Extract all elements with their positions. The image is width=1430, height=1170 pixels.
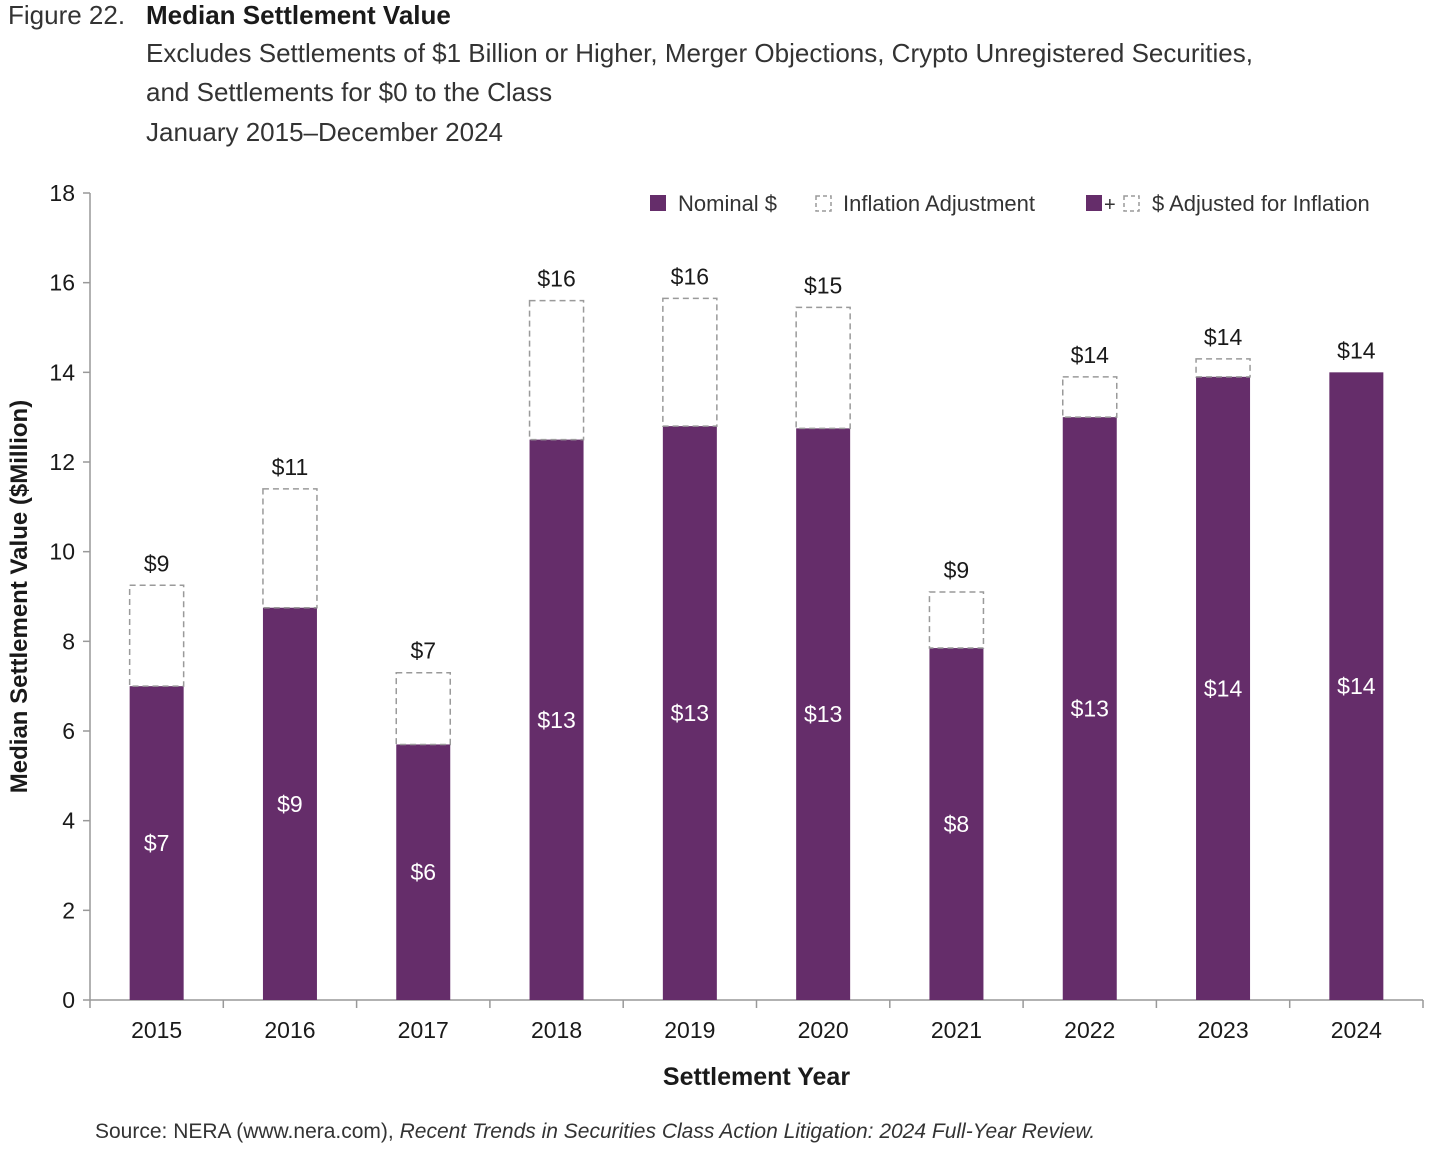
- x-category-label: 2021: [931, 1017, 982, 1043]
- source-prefix: Source: NERA (www.nera.com),: [95, 1120, 400, 1143]
- legend-swatch-inflation: [815, 195, 832, 212]
- nominal-value-label: $14: [1204, 675, 1243, 701]
- nominal-bar-2016: [262, 607, 317, 1000]
- nominal-bar-2021: [929, 648, 984, 1000]
- adjusted-value-label: $15: [804, 272, 842, 298]
- inflation-adjustment-bar-2020: [795, 306, 851, 430]
- legend-label-inflation: Inflation Adjustment: [843, 191, 1035, 216]
- figure-title: Median Settlement Value: [146, 0, 451, 30]
- figure-subtitle-line-3: January 2015–December 2024: [146, 117, 504, 147]
- inflation-adjustment-bar-2021: [928, 591, 985, 649]
- legend-label-adjusted: $ Adjusted for Inflation: [1152, 191, 1370, 216]
- y-axis-title: Median Settlement Value ($Million): [6, 400, 33, 793]
- y-tick-label: 16: [49, 270, 75, 296]
- figure-label: Figure 22.: [8, 0, 126, 30]
- nominal-bar-2015: [129, 686, 184, 1000]
- inflation-adjustment-bar-2016: [262, 488, 318, 609]
- y-tick-label: 4: [62, 808, 75, 834]
- inflation-adjustment-bar-2022: [1062, 376, 1118, 418]
- nominal-value-label: $13: [671, 700, 709, 726]
- source-note: Source: NERA (www.nera.com), Recent Tren…: [95, 1120, 1095, 1144]
- nominal-value-label: $13: [804, 701, 842, 727]
- adjusted-value-label: $14: [1071, 342, 1110, 368]
- source-publication: Recent Trends in Securities Class Action…: [399, 1120, 1096, 1143]
- nominal-bar-2019: [662, 426, 717, 1001]
- x-category-label: 2024: [1331, 1017, 1382, 1043]
- nominal-value-label: $9: [277, 791, 303, 817]
- y-tick-label: 8: [62, 628, 75, 654]
- x-category-label: 2023: [1197, 1017, 1248, 1043]
- y-tick-label: 10: [49, 539, 75, 565]
- x-category-label: 2019: [664, 1017, 715, 1043]
- nominal-value-label: $13: [1071, 696, 1109, 722]
- adjusted-value-label: $9: [944, 557, 970, 583]
- median-settlement-chart: 0 2 4 6 8 10 12 14 16 18 $7 $9 2015 $9 $11 2016 $6 $7 2017…: [6, 180, 1424, 1091]
- y-tick-label: 18: [49, 180, 75, 206]
- y-tick-label: 6: [62, 718, 75, 744]
- inflation-adjustment-bar-2015: [128, 584, 185, 687]
- nominal-bar-2018: [529, 439, 584, 1000]
- inflation-adjustment-bar-2023: [1195, 358, 1251, 378]
- nominal-value-label: $6: [410, 859, 436, 885]
- x-category-label: 2020: [798, 1017, 849, 1043]
- nominal-value-label: $8: [944, 811, 970, 837]
- nominal-value-label: $14: [1337, 673, 1376, 699]
- inflation-adjustment-bar-2019: [662, 297, 718, 427]
- legend-swatch-nominal: [650, 195, 666, 211]
- legend-label-nominal: Nominal $: [678, 191, 777, 216]
- y-tick-label: 2: [62, 897, 75, 923]
- x-category-label: 2018: [531, 1017, 582, 1043]
- nominal-bar-2020: [796, 428, 851, 1000]
- figure-subtitle-line-2: and Settlements for $0 to the Class: [146, 77, 553, 107]
- x-category-label: 2015: [131, 1017, 182, 1043]
- y-tick-label: 0: [62, 987, 75, 1013]
- figure-subtitle-line-1: Excludes Settlements of $1 Billion or Hi…: [146, 38, 1253, 68]
- adjusted-value-label: $7: [410, 638, 436, 664]
- x-category-label: 2022: [1064, 1017, 1115, 1043]
- legend-swatch-adjusted-inflation: [1123, 195, 1140, 212]
- legend-plus-symbol: +: [1104, 194, 1116, 216]
- adjusted-value-label: $14: [1204, 324, 1243, 350]
- nominal-bar-2022: [1062, 417, 1117, 1001]
- x-category-label: 2017: [398, 1017, 449, 1043]
- adjusted-value-label: $16: [671, 263, 709, 289]
- inflation-adjustment-bar-2017: [395, 671, 451, 746]
- adjusted-value-label: $16: [537, 266, 575, 292]
- nominal-value-label: $7: [144, 830, 170, 856]
- inflation-adjustment-bar-2018: [528, 299, 585, 441]
- nominal-bar-2023: [1196, 376, 1251, 1000]
- nominal-value-label: $13: [537, 707, 575, 733]
- y-tick-label: 14: [49, 359, 75, 385]
- x-category-label: 2016: [264, 1017, 315, 1043]
- adjusted-value-label: $14: [1337, 337, 1376, 363]
- y-tick-label: 12: [49, 449, 75, 475]
- legend-swatch-adjusted-nominal: [1086, 195, 1102, 211]
- adjusted-value-label: $11: [272, 454, 309, 480]
- nominal-bar-2017: [396, 744, 451, 1000]
- adjusted-value-label: $9: [144, 550, 170, 576]
- x-axis-title: Settlement Year: [663, 1063, 850, 1091]
- nominal-bar-2024: [1329, 372, 1384, 1000]
